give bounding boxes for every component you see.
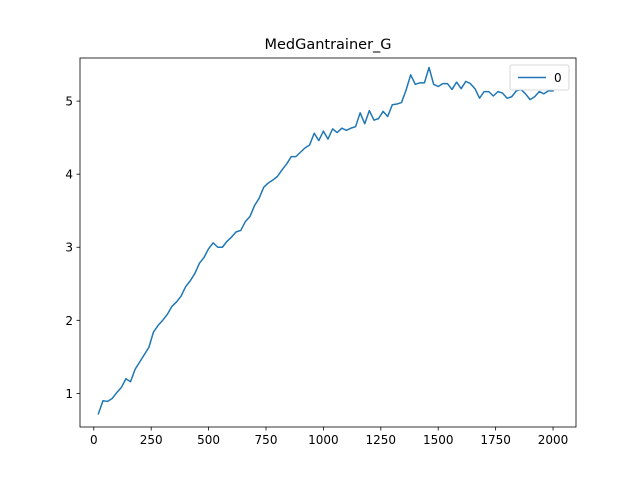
x-tick-label: 1250 (366, 433, 397, 447)
x-tick-label: 0 (90, 433, 98, 447)
x-tick-label: 1750 (480, 433, 511, 447)
y-tick-label: 5 (65, 95, 73, 109)
series-line-0 (97, 66, 554, 415)
chart-title: MedGantrainer_G (264, 37, 391, 53)
y-tick-label: 3 (65, 241, 73, 255)
plot-area (97, 66, 554, 415)
axes-frame (79, 57, 577, 428)
legend: 0 (509, 64, 570, 91)
y-tick-label: 2 (65, 314, 73, 328)
x-tick-label: 1500 (423, 433, 454, 447)
y-tick-label: 1 (65, 387, 73, 401)
x-tick-label: 750 (255, 433, 278, 447)
legend-label: 0 (554, 71, 562, 85)
x-tick-label: 250 (140, 433, 163, 447)
x-tick-label: 500 (197, 433, 220, 447)
y-tick-label: 4 (65, 168, 73, 182)
x-tick-label: 2000 (538, 433, 569, 447)
x-tick-label: 1000 (308, 433, 339, 447)
axes: 0 250 500 750 1000 1250 1500 1750 2000 1 2 3 4 5 (65, 57, 577, 447)
